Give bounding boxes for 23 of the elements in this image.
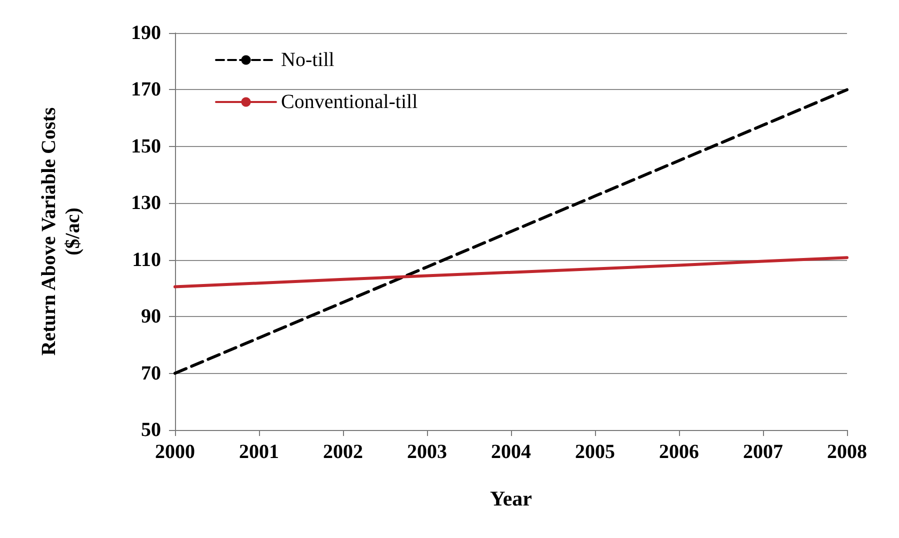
x-tick-label: 2006 — [659, 441, 699, 463]
y-tick-label: 70 — [141, 362, 161, 384]
y-tick-label: 190 — [131, 22, 161, 44]
x-tick-label: 2000 — [155, 441, 195, 463]
x-tick-label: 2004 — [491, 441, 531, 463]
y-tick-label: 110 — [132, 248, 161, 271]
x-tick-label: 2002 — [323, 441, 363, 463]
legend-label: Conventional-till — [281, 91, 418, 113]
x-tick-label: 2005 — [575, 441, 615, 463]
y-tick-label: 150 — [131, 135, 161, 158]
y-axis-title: Return Above Variable Costs ($/ac) — [38, 107, 84, 356]
x-tick-label: 2008 — [827, 441, 867, 463]
x-tick-label: 2007 — [743, 441, 783, 463]
x-axis-title: Year — [490, 486, 532, 510]
legend-label: No-till — [281, 49, 335, 71]
line-series — [174, 256, 848, 288]
line-series — [174, 88, 848, 375]
y-tick-label: 50 — [141, 419, 161, 441]
y-tick-label: 170 — [131, 78, 161, 101]
x-tick-label: 2003 — [407, 441, 447, 463]
x-tick-label: 2001 — [239, 441, 279, 463]
y-tick-label: 90 — [141, 306, 161, 328]
y-tick-label: 130 — [131, 192, 161, 214]
